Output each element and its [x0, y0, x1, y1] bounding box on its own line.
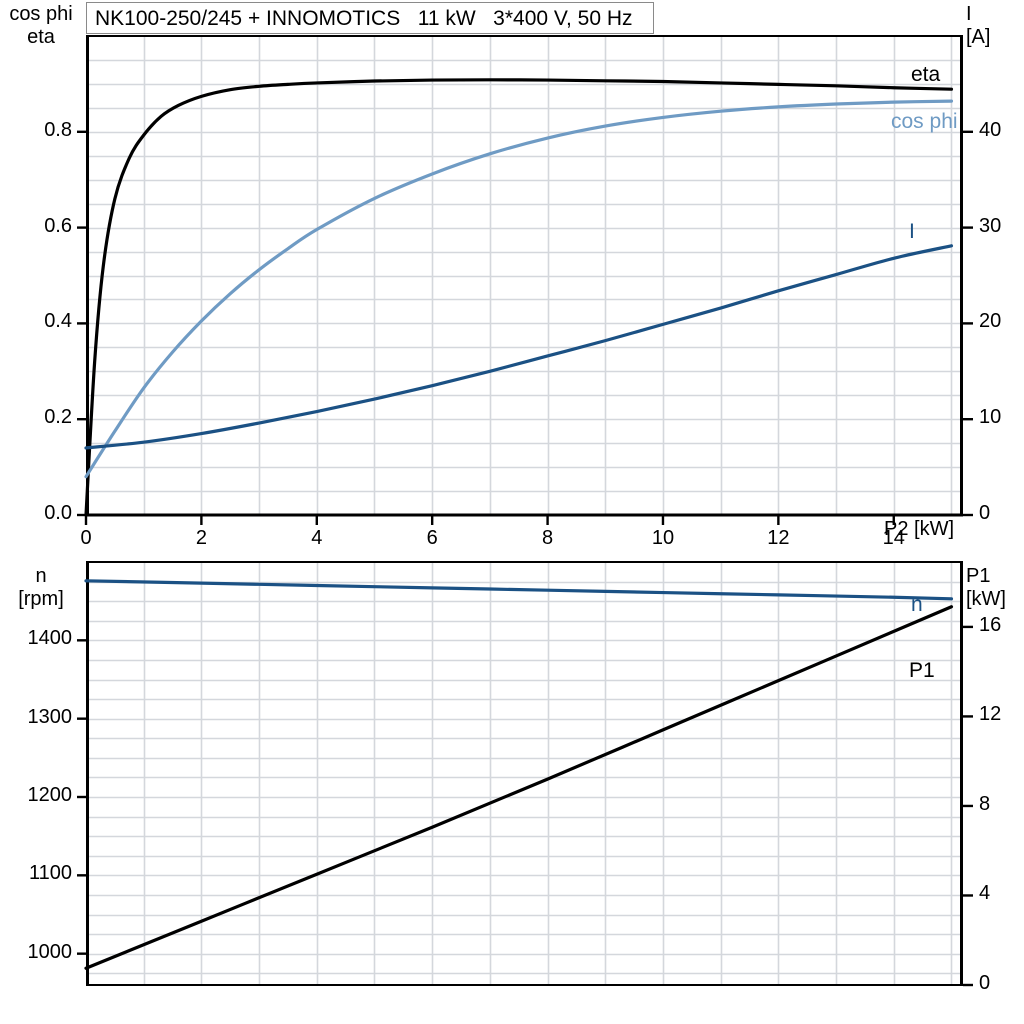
- top-x-tick-1: 2: [195, 527, 207, 549]
- top-left-axis-title: cos phi eta: [0, 3, 82, 49]
- bottom-left-axis-title-line1: n: [35, 565, 47, 587]
- top-left-tick-1: 0.2: [44, 406, 72, 429]
- bottom-series-n: [84, 579, 954, 601]
- top-right-axis-title-line1: I: [966, 3, 972, 25]
- top-chart-gridlines: [86, 36, 963, 515]
- bottom-left-axis-title-line2: [rpm]: [18, 588, 64, 610]
- top-right-tick-3: 30: [979, 214, 1002, 237]
- curve-label-eta: eta: [911, 63, 941, 86]
- top-series-eta: [84, 78, 954, 517]
- bottom-left-tick-2: 1200: [27, 784, 73, 806]
- top-x-axis-title: P2 [kW]: [884, 518, 955, 540]
- bottom-right-tick-1: 4: [979, 882, 991, 905]
- top-right-tick-0: 0: [979, 502, 991, 524]
- bottom-right-tick-4: 16: [979, 613, 1002, 636]
- top-x-tick-0: 0: [80, 527, 92, 549]
- top-x-tick-5: 10: [651, 527, 675, 549]
- bottom-right-axis-title-line2: [kW]: [966, 588, 1006, 610]
- bottom-right-axis-title: P1 [kW]: [966, 565, 1024, 611]
- top-right-tick-2: 20: [979, 310, 1002, 333]
- curve-label-p1: P1: [909, 659, 935, 682]
- bottom-right-axis-title-line1: P1: [966, 565, 991, 587]
- bottom-chart-ticks: [77, 625, 973, 987]
- bottom-chart-gridlines: [86, 562, 963, 985]
- bottom-right-tick-2: 8: [979, 792, 991, 815]
- bottom-right-tick-0: 0: [979, 972, 991, 994]
- top-series-I: [84, 244, 954, 450]
- top-x-tick-6: 12: [767, 527, 790, 549]
- bottom-right-tick-3: 12: [979, 703, 1002, 726]
- top-series-cos-phi: [84, 99, 954, 479]
- bottom-left-tick-1: 1100: [28, 862, 72, 885]
- curve-label-speed: n: [911, 593, 923, 616]
- bottom-left-tick-4: 1400: [27, 627, 73, 650]
- top-left-tick-0: 0.0: [44, 502, 72, 524]
- top-left-tick-2: 0.4: [44, 310, 72, 333]
- top-x-tick-3: 6: [426, 527, 438, 549]
- bottom-series-P1: [84, 605, 954, 970]
- chart-title-box: NK100-250/245 + INNOMOTICS 11 kW 3*400 V…: [86, 2, 654, 34]
- top-left-axis-title-line1: cos phi: [9, 3, 73, 25]
- curve-label-cos-phi: cos phi: [891, 110, 958, 133]
- bottom-chart-series: [84, 579, 954, 970]
- top-right-tick-1: 10: [979, 406, 1002, 429]
- bottom-left-tick-3: 1300: [27, 705, 73, 728]
- top-x-tick-4: 8: [542, 527, 554, 549]
- top-left-axis-title-line2: eta: [27, 26, 55, 48]
- top-right-tick-4: 40: [979, 118, 1002, 141]
- top-right-axis-title-line2: [A]: [966, 26, 991, 48]
- top-left-tick-4: 0.8: [44, 118, 72, 141]
- top-chart-ticks: [77, 130, 973, 525]
- top-x-tick-7: 14: [882, 527, 905, 549]
- top-left-tick-3: 0.6: [44, 214, 72, 237]
- top-chart-series: [84, 78, 954, 517]
- top-x-tick-2: 4: [311, 527, 323, 549]
- bottom-left-tick-0: 1000: [27, 940, 73, 963]
- curve-label-current: I: [909, 220, 915, 243]
- bottom-left-axis-title: n [rpm]: [0, 565, 82, 611]
- top-right-axis-title: I [A]: [966, 3, 1022, 49]
